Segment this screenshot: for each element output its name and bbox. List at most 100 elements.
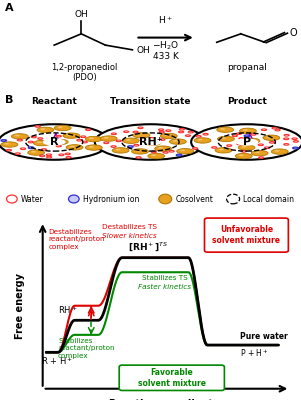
- Circle shape: [215, 148, 232, 153]
- Circle shape: [135, 150, 140, 152]
- Circle shape: [37, 142, 42, 143]
- Text: $-$H$_2$O: $-$H$_2$O: [152, 40, 179, 52]
- Circle shape: [133, 131, 138, 133]
- Circle shape: [124, 131, 129, 132]
- Text: Stabilizes
reactant/proton
complex: Stabilizes reactant/proton complex: [58, 338, 115, 359]
- Circle shape: [134, 144, 139, 146]
- Circle shape: [177, 148, 194, 154]
- Text: Destabilizes TS: Destabilizes TS: [102, 224, 157, 230]
- Circle shape: [262, 129, 267, 130]
- Text: O: O: [290, 28, 297, 38]
- Text: R + H$^+$: R + H$^+$: [42, 355, 73, 367]
- Text: Reaction coordinate: Reaction coordinate: [109, 399, 220, 400]
- Circle shape: [149, 138, 154, 139]
- Circle shape: [258, 144, 263, 146]
- Circle shape: [251, 134, 256, 135]
- Circle shape: [38, 138, 43, 139]
- Circle shape: [104, 142, 109, 144]
- Circle shape: [133, 133, 150, 138]
- Circle shape: [191, 124, 301, 160]
- Circle shape: [160, 139, 165, 140]
- Text: Local domain: Local domain: [244, 194, 294, 204]
- Text: Slower kinetics: Slower kinetics: [102, 233, 157, 239]
- Circle shape: [7, 195, 17, 203]
- Text: 1,2-propanediol: 1,2-propanediol: [51, 63, 117, 72]
- Circle shape: [235, 138, 258, 146]
- Circle shape: [158, 147, 163, 149]
- Text: Reactant: Reactant: [31, 97, 77, 106]
- Text: A: A: [5, 3, 13, 13]
- Circle shape: [284, 138, 289, 140]
- Circle shape: [219, 149, 224, 150]
- Circle shape: [33, 140, 50, 146]
- Circle shape: [241, 150, 246, 152]
- Circle shape: [166, 130, 171, 132]
- Text: [RH$^+$]$^{TS}$: [RH$^+$]$^{TS}$: [128, 241, 168, 253]
- Circle shape: [203, 134, 208, 135]
- Circle shape: [66, 145, 83, 150]
- Text: Transition state: Transition state: [110, 97, 191, 106]
- Circle shape: [244, 135, 250, 137]
- Circle shape: [70, 146, 75, 147]
- Circle shape: [237, 143, 242, 145]
- Circle shape: [241, 146, 247, 148]
- Circle shape: [57, 126, 63, 128]
- Circle shape: [31, 136, 36, 138]
- Circle shape: [169, 139, 186, 144]
- Circle shape: [56, 135, 61, 137]
- Circle shape: [95, 124, 206, 160]
- Text: Faster kinetics: Faster kinetics: [138, 284, 191, 290]
- Circle shape: [59, 154, 64, 156]
- Circle shape: [160, 133, 177, 139]
- Circle shape: [269, 142, 275, 143]
- Circle shape: [232, 135, 237, 137]
- Circle shape: [159, 194, 172, 204]
- Circle shape: [69, 195, 79, 203]
- Circle shape: [239, 154, 244, 156]
- Text: B: B: [5, 95, 13, 105]
- Circle shape: [220, 128, 225, 130]
- Circle shape: [100, 136, 117, 141]
- Circle shape: [54, 125, 71, 131]
- Circle shape: [147, 141, 153, 143]
- Circle shape: [5, 143, 10, 144]
- Circle shape: [169, 150, 174, 152]
- Circle shape: [148, 153, 165, 159]
- Circle shape: [15, 153, 20, 154]
- Text: Stabilizes TS: Stabilizes TS: [142, 275, 188, 281]
- Circle shape: [155, 146, 172, 151]
- Circle shape: [132, 149, 148, 154]
- Text: Water: Water: [21, 194, 43, 204]
- Circle shape: [194, 138, 211, 143]
- Text: Destabilizes
reactant/proton
complex: Destabilizes reactant/proton complex: [48, 228, 105, 250]
- Circle shape: [159, 129, 164, 130]
- Circle shape: [243, 129, 248, 131]
- Circle shape: [136, 157, 141, 158]
- Circle shape: [221, 137, 226, 139]
- Circle shape: [139, 138, 162, 146]
- Circle shape: [116, 140, 121, 142]
- Circle shape: [1, 140, 7, 142]
- Circle shape: [284, 134, 289, 136]
- Circle shape: [284, 144, 289, 145]
- Circle shape: [85, 145, 102, 150]
- Text: Product: Product: [227, 97, 267, 106]
- Circle shape: [31, 151, 36, 152]
- Circle shape: [238, 145, 255, 150]
- Circle shape: [275, 129, 280, 131]
- Text: H$^+$: H$^+$: [158, 15, 173, 26]
- Circle shape: [218, 136, 234, 142]
- Circle shape: [159, 131, 164, 133]
- Circle shape: [251, 150, 268, 156]
- Circle shape: [89, 138, 94, 139]
- Text: Unfavorable
solvent mixture: Unfavorable solvent mixture: [213, 225, 281, 245]
- Circle shape: [178, 131, 184, 133]
- Circle shape: [292, 138, 297, 140]
- Circle shape: [151, 151, 157, 153]
- Circle shape: [28, 141, 33, 143]
- Text: Pure water: Pure water: [240, 332, 288, 341]
- Circle shape: [46, 154, 51, 156]
- Text: R: R: [50, 137, 58, 147]
- Circle shape: [126, 139, 131, 141]
- Circle shape: [197, 139, 203, 140]
